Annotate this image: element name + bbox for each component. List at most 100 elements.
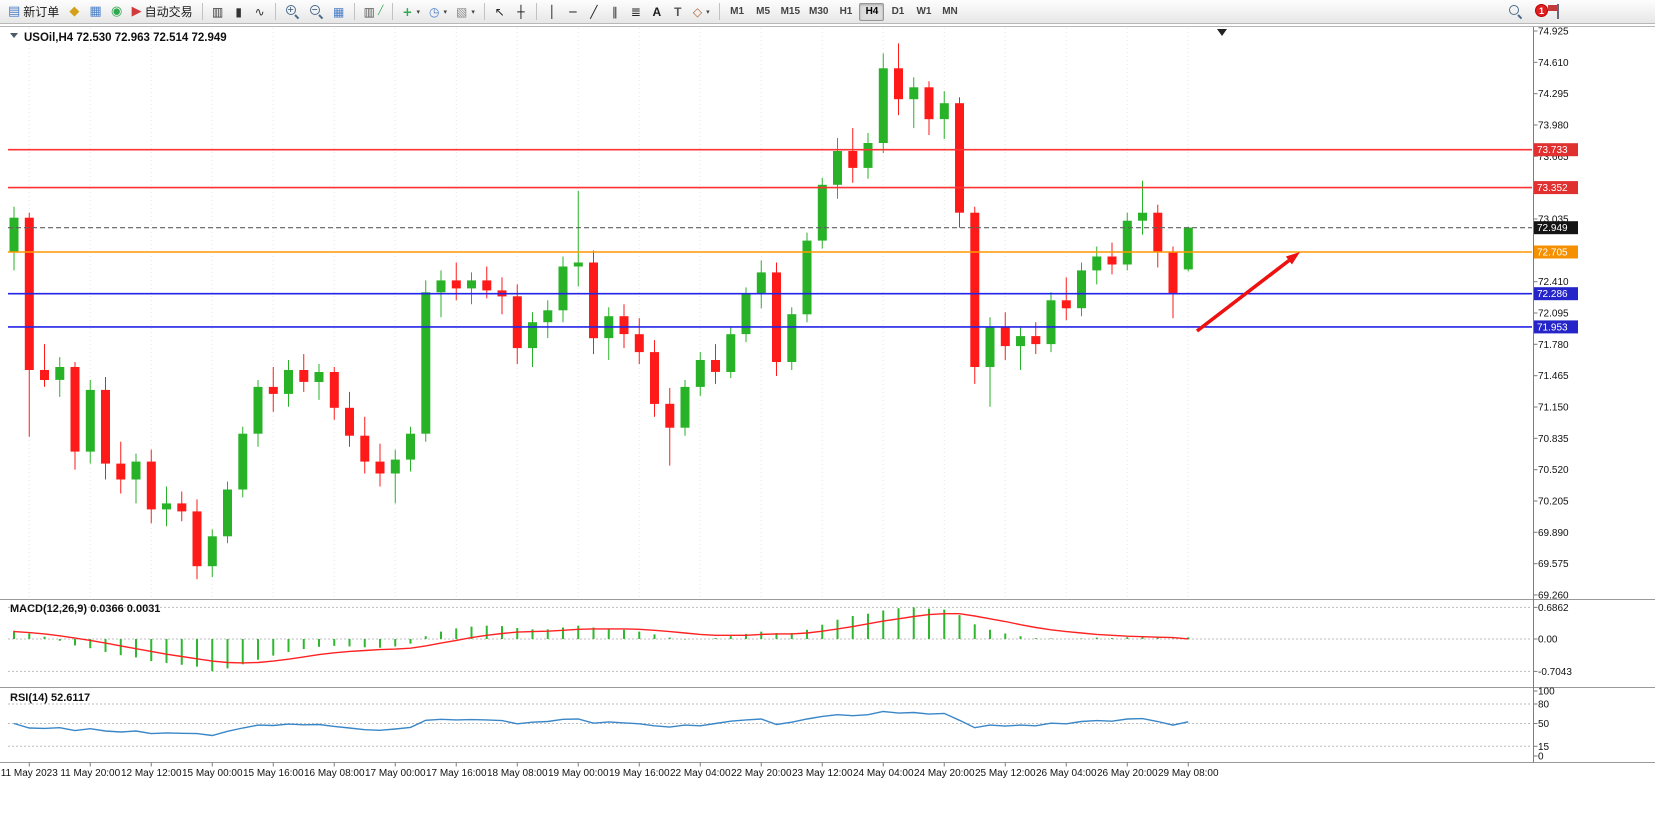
trendline-button[interactable]: ╱ bbox=[584, 2, 604, 22]
chart-shift-icon: ╱ bbox=[377, 6, 384, 16]
time-axis-label: 26 May 04:00 bbox=[1036, 768, 1097, 779]
indicators-button[interactable]: + ▾ bbox=[398, 2, 424, 22]
channel-icon: ∥ bbox=[611, 4, 618, 19]
candle-body bbox=[1153, 212, 1163, 253]
rsi-axis-label: 15 bbox=[1538, 742, 1550, 753]
trend-arrow[interactable] bbox=[1195, 259, 1291, 333]
line-chart-button[interactable]: ∿ bbox=[250, 2, 270, 22]
candle-body bbox=[329, 372, 339, 408]
timeframe-m15-button[interactable]: M15 bbox=[777, 3, 804, 21]
new-order-button[interactable]: ▤ 新订单 bbox=[4, 2, 63, 22]
horizontal-line-button[interactable]: ─ bbox=[563, 2, 583, 22]
chevron-down-icon: ▾ bbox=[706, 7, 710, 16]
candle-body bbox=[543, 310, 553, 323]
shapes-button[interactable]: ◇ ▾ bbox=[689, 2, 714, 22]
price-axis-label: 70.520 bbox=[1538, 465, 1569, 476]
timeframe-m1-button[interactable]: M1 bbox=[725, 3, 750, 21]
candlestick-chart-button[interactable]: ▮ bbox=[229, 2, 249, 22]
toolbar-separator bbox=[201, 3, 203, 20]
candle-body bbox=[268, 386, 278, 394]
macd-label: MACD(12,26,9) 0.0366 0.0031 bbox=[10, 603, 160, 615]
clock-icon: ◷ bbox=[428, 4, 440, 19]
candle-body bbox=[1183, 227, 1193, 270]
candle-body bbox=[955, 103, 964, 213]
price-badge-label: 72.949 bbox=[1537, 223, 1568, 234]
candle-body bbox=[9, 217, 19, 253]
data-window-button[interactable]: ▦ bbox=[85, 2, 105, 22]
candle-body bbox=[695, 360, 705, 387]
timeframe-h1-button[interactable]: H1 bbox=[833, 3, 858, 21]
notifications-button[interactable]: 1 bbox=[1531, 2, 1569, 22]
price-axis-label: 73.980 bbox=[1538, 121, 1569, 132]
notification-badge[interactable]: 1 bbox=[1535, 3, 1548, 17]
vertical-line-button[interactable]: │ bbox=[542, 2, 562, 22]
candle-body bbox=[558, 266, 568, 311]
time-axis-label: 11 May 20:00 bbox=[60, 768, 120, 779]
candle-body bbox=[1138, 212, 1147, 221]
timeframe-m30-button[interactable]: M30 bbox=[805, 3, 832, 21]
templates-icon: ▧ bbox=[455, 4, 468, 19]
time-axis-label: 25 May 12:00 bbox=[975, 768, 1036, 779]
zoom-in-button[interactable]: + bbox=[281, 2, 304, 22]
candle-body bbox=[207, 536, 217, 567]
rsi-axis-label: 50 bbox=[1538, 719, 1550, 730]
time-axis-label: 26 May 20:00 bbox=[1097, 768, 1158, 779]
candle-body bbox=[802, 240, 812, 315]
scroll-to-end-marker[interactable] bbox=[1217, 29, 1227, 36]
templates-button[interactable]: ▧ ▾ bbox=[452, 2, 479, 22]
candle-body bbox=[985, 327, 995, 367]
time-axis-label: 17 May 00:00 bbox=[365, 768, 426, 779]
candle-body bbox=[451, 280, 461, 289]
toolbar: ▤ 新订单 ◆ ▦ ◉ ▶ 自动交易 ▥ ▮ ∿ + − bbox=[0, 0, 1655, 24]
candle-body bbox=[360, 435, 370, 462]
candle-body bbox=[909, 87, 919, 100]
crosshair-button[interactable]: ┼ bbox=[511, 2, 531, 22]
autotrading-label: 自动交易 bbox=[144, 5, 193, 19]
auto-scroll-icon: ▥ bbox=[363, 4, 375, 19]
candle-body bbox=[924, 87, 934, 120]
candle-body bbox=[162, 503, 171, 510]
toolbar-right-group: 1 bbox=[1504, 2, 1569, 22]
flag-icon: 1 bbox=[1535, 3, 1565, 21]
timeframe-mn-button[interactable]: MN bbox=[937, 3, 962, 21]
cursor-icon: ↖ bbox=[494, 4, 505, 19]
cursor-button[interactable]: ↖ bbox=[490, 2, 510, 22]
candle-body bbox=[1016, 336, 1025, 347]
candle-body bbox=[146, 461, 156, 510]
autotrading-button[interactable]: ▶ 自动交易 bbox=[128, 2, 197, 22]
timeframe-d1-button[interactable]: D1 bbox=[885, 3, 910, 21]
auto-scroll-button[interactable]: ▥ ╱ bbox=[360, 2, 388, 22]
channel-button[interactable]: ∥ bbox=[605, 2, 625, 22]
price-axis-label: 74.295 bbox=[1538, 89, 1569, 100]
timeframe-m5-button[interactable]: M5 bbox=[751, 3, 776, 21]
time-axis-label: 24 May 04:00 bbox=[853, 768, 914, 779]
periods-button[interactable]: ◷ ▾ bbox=[425, 2, 451, 22]
candle-body bbox=[1000, 327, 1010, 347]
market-watch-button[interactable]: ◆ bbox=[64, 2, 84, 22]
chart-canvas[interactable]: USOil,H4 72.530 72.963 72.514 72.949 74.9… bbox=[0, 24, 1655, 829]
candle-body bbox=[894, 68, 903, 100]
time-axis-label: 24 May 20:00 bbox=[914, 768, 975, 779]
bar-chart-button[interactable]: ▥ bbox=[208, 2, 228, 22]
text-tool-button[interactable]: A bbox=[647, 2, 667, 22]
candle-body bbox=[528, 322, 537, 349]
price-axis-label: 72.410 bbox=[1538, 277, 1569, 288]
price-badge bbox=[1534, 181, 1578, 195]
toolbar-separator bbox=[392, 3, 394, 20]
zoom-out-button[interactable]: − bbox=[305, 2, 328, 22]
tile-windows-button[interactable]: ▦ bbox=[329, 2, 349, 22]
timeframe-h4-button[interactable]: H4 bbox=[859, 2, 885, 21]
toolbar-separator bbox=[483, 3, 485, 20]
fibonacci-button[interactable]: ≣ bbox=[626, 2, 646, 22]
search-button[interactable] bbox=[1504, 2, 1527, 22]
timeframe-w1-button[interactable]: W1 bbox=[911, 3, 936, 21]
candle-body bbox=[390, 459, 400, 474]
one-click-trading-toggle[interactable] bbox=[10, 33, 18, 38]
toolbar-separator bbox=[353, 3, 355, 20]
label-tool-button[interactable]: T bbox=[668, 2, 688, 22]
candle-body bbox=[421, 292, 431, 434]
time-axis-label: 16 May 08:00 bbox=[304, 768, 365, 779]
price-axis-label: 73.665 bbox=[1538, 152, 1569, 163]
navigator-button[interactable]: ◉ bbox=[107, 2, 127, 22]
